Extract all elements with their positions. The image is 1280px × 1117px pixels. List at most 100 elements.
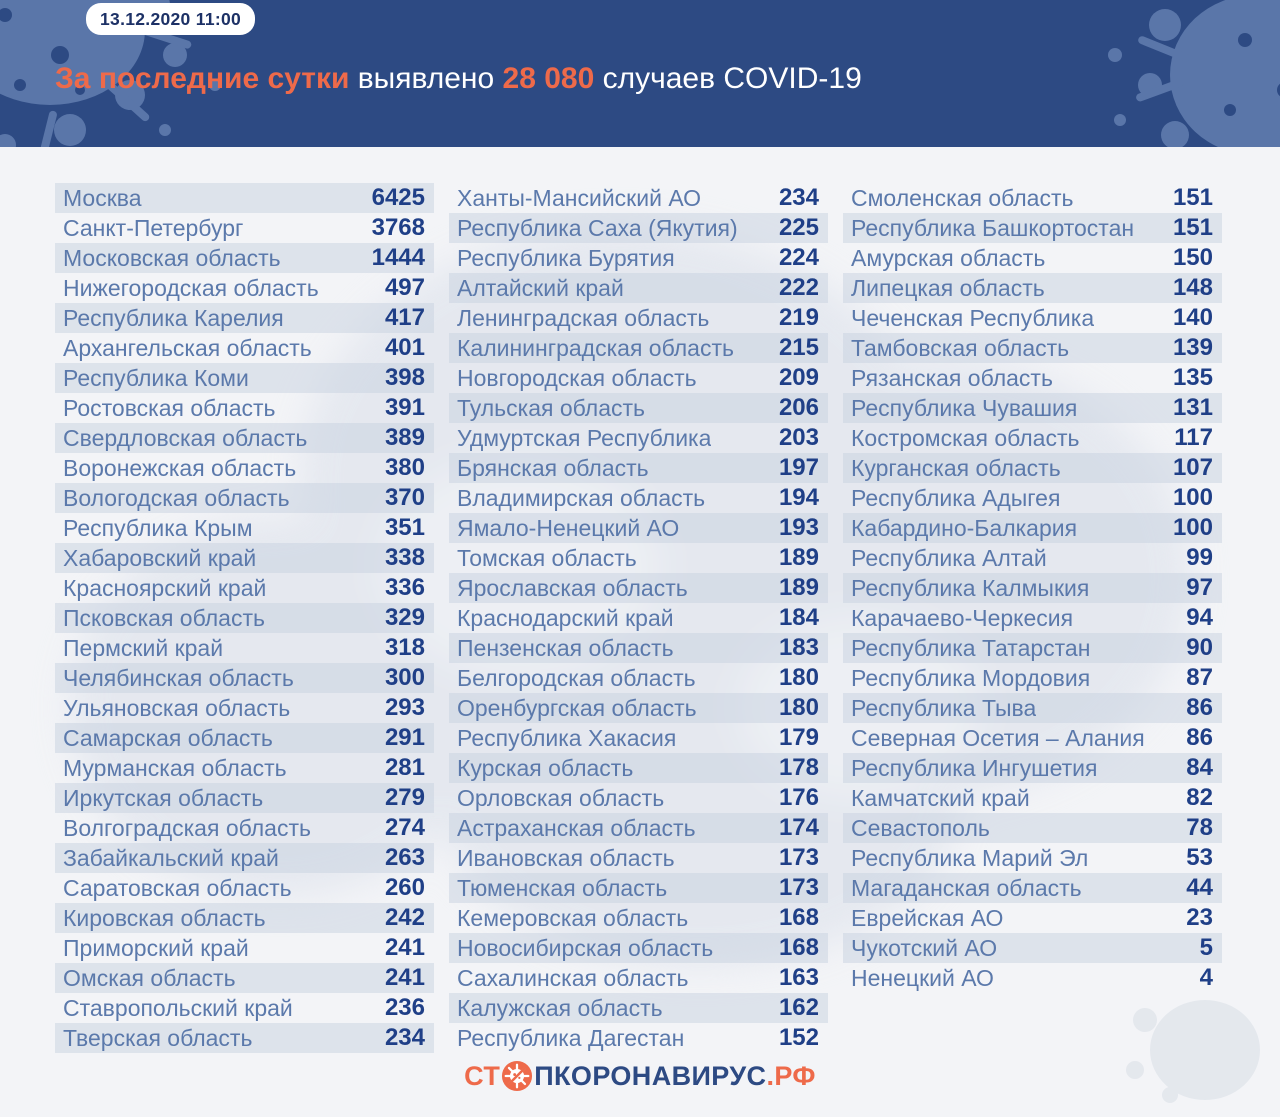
table-row: Ростовская область 391 [55,393,434,423]
region-value: 151 [1172,184,1213,211]
headline-count: 28 080 [502,62,595,95]
region-value: 1444 [371,244,425,271]
region-name: Архангельская область [63,334,312,361]
headline-accent: За последние сутки [55,62,350,95]
region-name: Республика Крым [63,514,253,541]
region-name: Краснодарский край [457,604,674,631]
region-name: Республика Карелия [63,304,284,331]
region-name: Республика Дагестан [457,1024,685,1051]
region-value: 370 [384,484,425,511]
table-row: Брянская область 197 [449,453,828,483]
region-value: 97 [1186,574,1213,601]
region-name: Орловская область [457,784,665,811]
region-name: Республика Бурятия [457,244,675,271]
region-value: 140 [1172,304,1213,331]
region-name: Ханты-Мансийский АО [457,184,702,211]
region-value: 193 [778,514,819,541]
region-value: 222 [778,274,819,301]
table-row: Тамбовская область 139 [843,333,1222,363]
table-row: Республика Мордовия 87 [843,663,1222,693]
region-name: Чукотский АО [851,934,998,961]
region-name: Курская область [457,754,634,781]
region-name: Республика Башкортостан [851,214,1135,241]
region-value: 224 [778,244,819,271]
table-row: Омская область 241 [55,963,434,993]
region-name: Пензенская область [457,634,674,661]
region-value: 90 [1186,634,1213,661]
region-value: 260 [384,874,425,901]
table-row: Республика Башкортостан 151 [843,213,1222,243]
timestamp-text: 13.12.2020 11:00 [100,9,242,29]
region-value: 497 [384,274,425,301]
region-value: 242 [384,904,425,931]
table-row: Республика Адыгея 100 [843,483,1222,513]
region-name: Омская область [63,964,236,991]
table-row: Ивановская область 173 [449,843,828,873]
table-row: Вологодская область 370 [55,483,434,513]
header: 13.12.2020 11:00 За последние сутки выяв… [0,0,1280,147]
region-name: Алтайский край [457,274,624,301]
regions-table: Москва 6425 Санкт-Петербург 3768 Московская … [55,183,1222,1053]
region-value: 6425 [371,184,425,211]
table-row: Челябинская область 300 [55,663,434,693]
region-name: Республика Ингушетия [851,754,1098,781]
region-name: Челябинская область [63,664,294,691]
region-name: Свердловская область [63,424,308,451]
region-value: 117 [1174,424,1213,451]
region-value: 179 [778,724,819,751]
table-row: Краснодарский край 184 [449,603,828,633]
region-name: Ставропольский край [63,994,293,1021]
table-row: Забайкальский край 263 [55,843,434,873]
region-value: 174 [778,814,819,841]
region-value: 86 [1186,724,1213,751]
region-name: Вологодская область [63,484,290,511]
table-row: Орловская область 176 [449,783,828,813]
region-name: Калининградская область [457,334,734,361]
region-value: 107 [1172,454,1213,481]
stopcoronavirus-logo: СТ ПКОРОНАВИРУС .РФ [464,1060,816,1092]
region-value: 82 [1186,784,1213,811]
table-row: Ненецкий АО 4 [843,963,1222,993]
region-name: Курганская область [851,454,1061,481]
region-value: 99 [1186,544,1213,571]
region-name: Магаданская область [851,874,1082,901]
table-row: Приморский край 241 [55,933,434,963]
region-value: 162 [778,994,819,1021]
region-column-3: Смоленская область 151 Республика Башкорто… [843,183,1222,1053]
region-value: 329 [384,604,425,631]
region-value: 293 [384,694,425,721]
region-value: 241 [384,964,425,991]
region-name: Карачаево-Черкесия [851,604,1074,631]
region-value: 163 [778,964,819,991]
table-row: Самарская область 291 [55,723,434,753]
region-name: Калужская область [457,994,663,1021]
region-name: Псковская область [63,604,265,631]
region-name: Республика Адыгея [851,484,1061,511]
region-name: Северная Осетия – Алания [851,724,1145,751]
table-row: Тверская область 234 [55,1023,434,1053]
region-value: 281 [384,754,425,781]
region-value: 380 [384,454,425,481]
region-value: 189 [778,544,819,571]
region-name: Санкт-Петербург [63,214,244,241]
logo-middle: ПКОРОНАВИРУС [534,1060,767,1091]
region-value: 87 [1186,664,1213,691]
region-name: Республика Саха (Якутия) [457,214,738,241]
table-row: Астраханская область 174 [449,813,828,843]
region-name: Республика Коми [63,364,249,391]
table-row: Красноярский край 336 [55,573,434,603]
table-row: Республика Марий Эл 53 [843,843,1222,873]
region-name: Белгородская область [457,664,696,691]
table-row: Санкт-Петербург 3768 [55,213,434,243]
region-name: Кабардино-Балкария [851,514,1078,541]
region-value: 86 [1186,694,1213,721]
table-row: Владимирская область 194 [449,483,828,513]
table-row: Сахалинская область 163 [449,963,828,993]
region-value: 180 [778,664,819,691]
table-row: Чеченская Республика 140 [843,303,1222,333]
footer: СТ ПКОРОНАВИРУС .РФ [0,1054,1280,1098]
region-name: Красноярский край [63,574,267,601]
region-value: 263 [384,844,425,871]
region-name: Ростовская область [63,394,276,421]
